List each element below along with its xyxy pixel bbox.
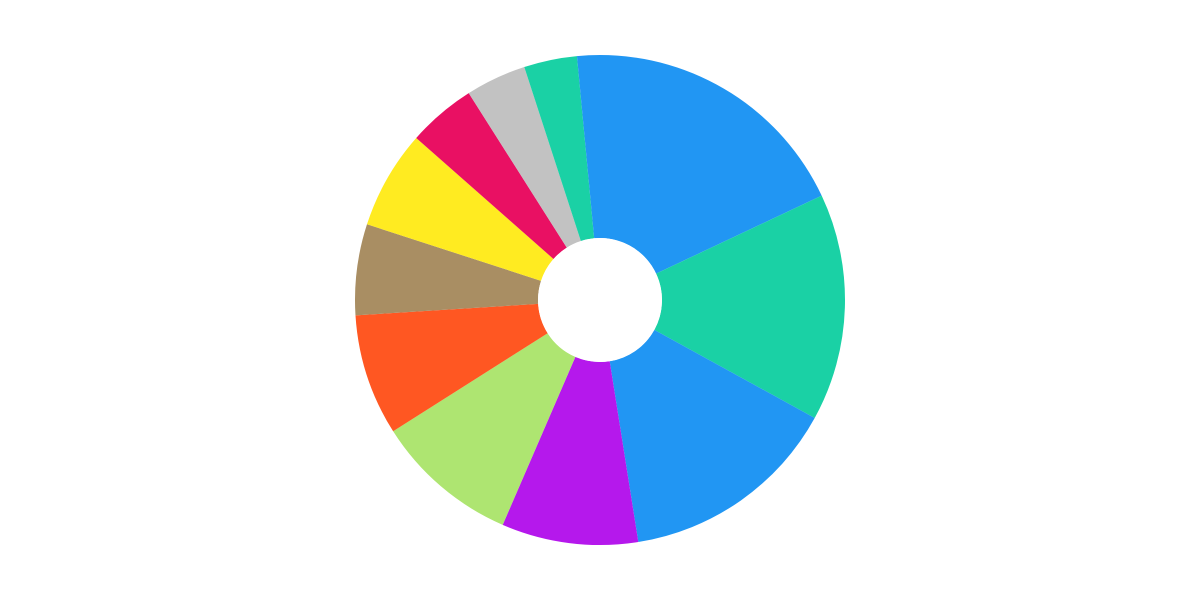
donut-chart	[0, 0, 1200, 600]
donut-hole	[538, 238, 662, 362]
chart-container	[0, 0, 1200, 600]
